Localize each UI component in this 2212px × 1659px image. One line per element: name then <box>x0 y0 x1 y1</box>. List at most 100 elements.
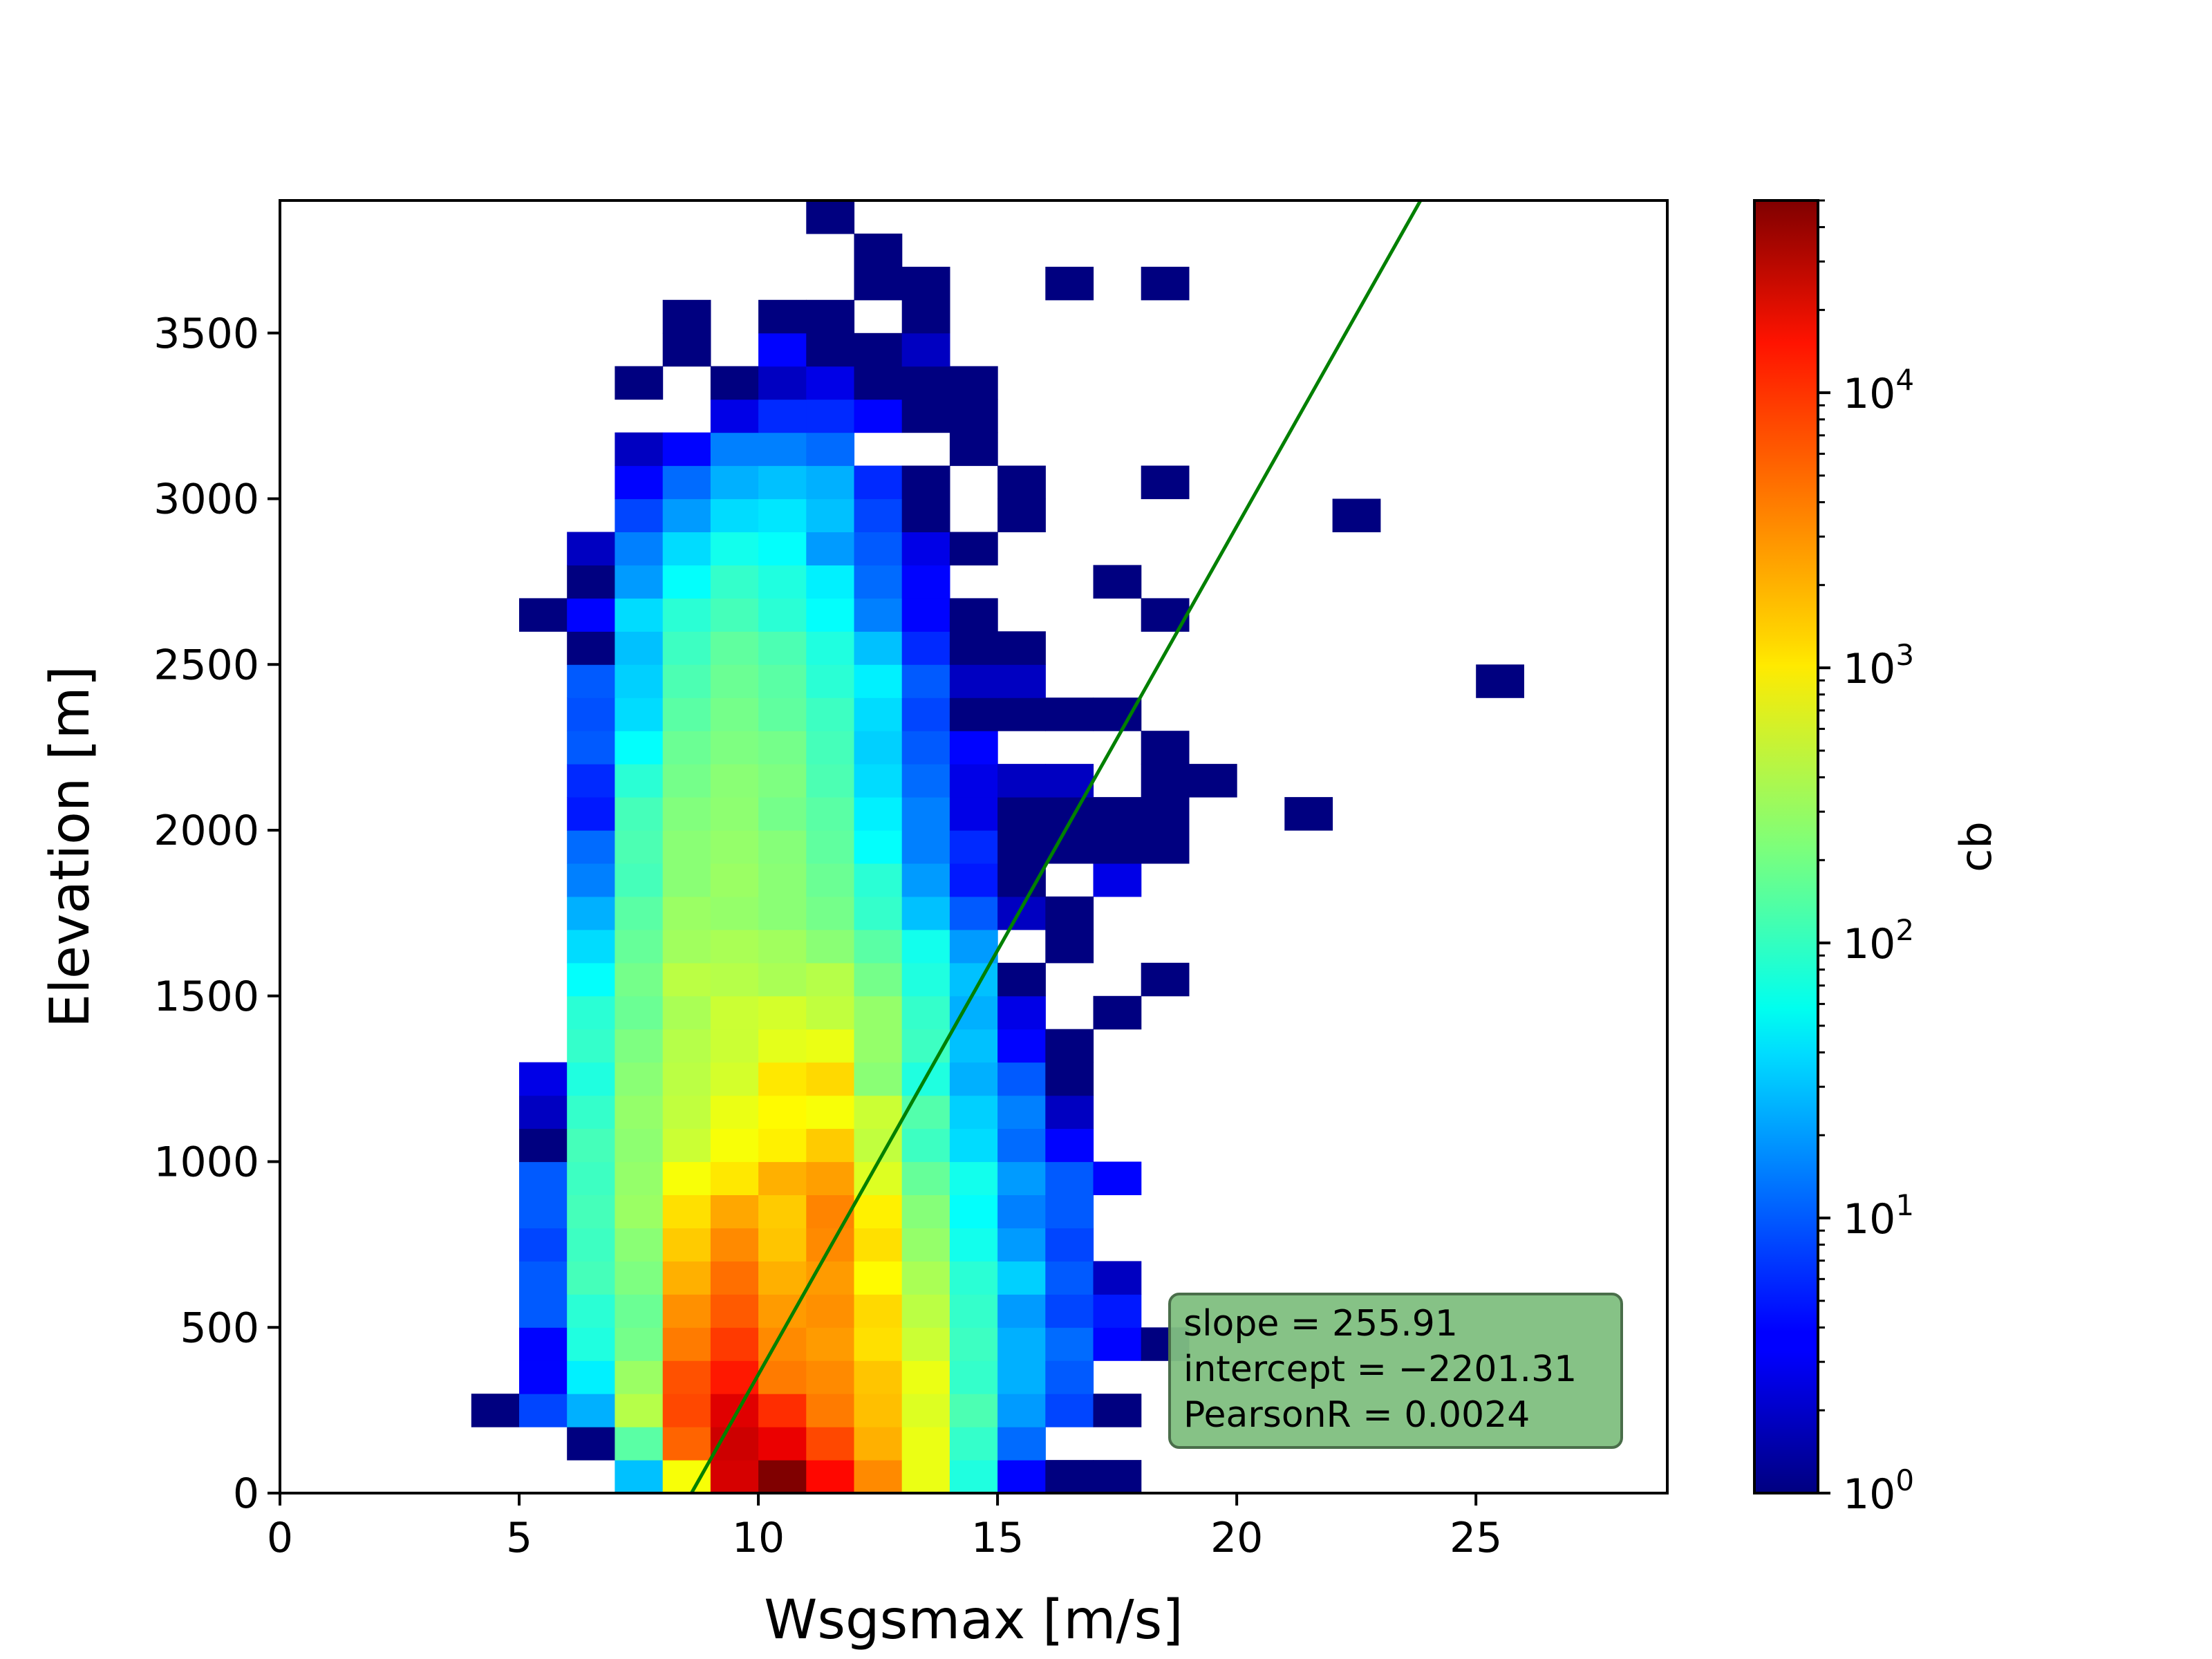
heatmap-cell <box>662 664 711 698</box>
heatmap-cell <box>806 896 855 930</box>
heatmap-cell <box>662 631 711 665</box>
heatmap-cell <box>901 697 950 731</box>
heatmap-cell <box>949 532 998 565</box>
heatmap-cell <box>901 299 950 334</box>
heatmap-cell <box>949 399 998 433</box>
heatmap-cell <box>806 1194 855 1228</box>
heatmap-cell <box>710 465 759 500</box>
heatmap-cell <box>949 1128 998 1163</box>
x-tick-label: 10 <box>732 1514 785 1562</box>
heatmap-cell <box>854 1360 903 1394</box>
heatmap-cell <box>662 1128 711 1163</box>
heatmap-cell <box>949 1029 998 1063</box>
heatmap-cell <box>901 332 950 367</box>
heatmap-cell <box>901 797 950 831</box>
heatmap-cell <box>1476 664 1524 698</box>
heatmap-cell <box>758 332 807 367</box>
heatmap-cell <box>806 498 855 532</box>
heatmap-cell <box>615 366 664 400</box>
heatmap-cell <box>1093 1261 1142 1295</box>
heatmap-cell <box>567 731 615 765</box>
heatmap-cell <box>1093 697 1142 731</box>
heatmap-cell <box>806 432 855 467</box>
heatmap-cell <box>854 598 903 632</box>
heatmap-cell <box>901 664 950 698</box>
heatmap-cell <box>806 1460 855 1494</box>
heatmap-cell <box>997 1029 1046 1063</box>
heatmap-cell <box>997 1194 1046 1228</box>
heatmap-cell <box>1141 830 1190 864</box>
heatmap-cell <box>854 797 903 831</box>
heatmap-cell <box>1045 830 1094 864</box>
y-axis-ticks: 0 500 1000 1500 2000 2500 3000 3500 <box>153 310 280 1518</box>
y-axis-title: Elevation [m] <box>39 666 102 1028</box>
stats-box-background <box>1168 1293 1623 1449</box>
heatmap-cell <box>662 1294 711 1328</box>
heatmap-cell <box>662 929 711 964</box>
heatmap-cell <box>854 1062 903 1096</box>
heatmap-cell <box>806 200 855 234</box>
y-tick-label: 3500 <box>153 310 259 358</box>
heatmap-cell <box>1093 995 1142 1030</box>
heatmap-cell <box>1093 1394 1142 1427</box>
heatmap-cell <box>662 1095 711 1130</box>
heatmap-cell <box>710 532 759 565</box>
heatmap-cell <box>1045 1294 1094 1328</box>
heatmap-cell <box>901 532 950 565</box>
heatmap-cell <box>567 1394 615 1427</box>
heatmap-cell <box>806 532 855 565</box>
stats-intercept: intercept = −2201.31 <box>1183 1349 1577 1390</box>
heatmap-cell <box>615 1327 664 1361</box>
heatmap-cell <box>615 1194 664 1228</box>
heatmap-cell <box>1045 896 1094 930</box>
heatmap-cell <box>949 1261 998 1295</box>
heatmap-cell <box>997 1327 1046 1361</box>
heatmap-cell <box>901 1360 950 1394</box>
heatmap-cell <box>567 631 615 665</box>
heatmap-cell <box>567 1062 615 1096</box>
heatmap-cell <box>710 498 759 532</box>
heatmap-cell <box>567 1029 615 1063</box>
heatmap-cell <box>615 498 664 532</box>
heatmap-cell <box>567 1327 615 1361</box>
heatmap-cell <box>997 1261 1046 1295</box>
heatmap-cell <box>519 1261 568 1295</box>
heatmap-cell <box>1045 1161 1094 1195</box>
heatmap-cell <box>854 764 903 798</box>
heatmap-cell <box>710 366 759 400</box>
heatmap-cell <box>997 1128 1046 1163</box>
x-axis-ticks: 0 5 10 15 20 25 <box>267 1493 1502 1562</box>
heatmap-cell <box>758 830 807 864</box>
heatmap-cell <box>949 1394 998 1427</box>
heatmap-cell <box>567 1427 615 1461</box>
heatmap-cell <box>615 863 664 897</box>
heatmap-cell <box>806 830 855 864</box>
heatmap-cell <box>519 1128 568 1163</box>
heatmap-cell <box>710 962 759 997</box>
heatmap-cell <box>949 731 998 765</box>
heatmap-cell <box>615 631 664 665</box>
y-tick-label: 1500 <box>153 973 259 1021</box>
heatmap-cell <box>1045 1194 1094 1228</box>
heatmap-cell <box>949 1460 998 1494</box>
heatmap-cell <box>997 1394 1046 1427</box>
heatmap-cell <box>854 366 903 400</box>
heatmap-cell <box>710 697 759 731</box>
heatmap-cell <box>806 1327 855 1361</box>
heatmap-cell <box>519 1228 568 1262</box>
x-tick-label: 15 <box>971 1514 1024 1562</box>
heatmap-cell <box>854 863 903 897</box>
heatmap-cell <box>615 1161 664 1195</box>
heatmap-cell <box>806 697 855 731</box>
heatmap-cell <box>949 1228 998 1262</box>
heatmap-cell <box>997 697 1046 731</box>
heatmap-cell <box>758 299 807 334</box>
heatmap-cell <box>806 565 855 599</box>
heatmap-cell <box>997 962 1046 997</box>
heatmap-cell <box>806 664 855 698</box>
heatmap-cell <box>854 731 903 765</box>
heatmap-cell <box>997 498 1046 532</box>
heatmap-cell <box>567 697 615 731</box>
heatmap-cell <box>662 830 711 864</box>
heatmap-cell <box>662 1194 711 1228</box>
